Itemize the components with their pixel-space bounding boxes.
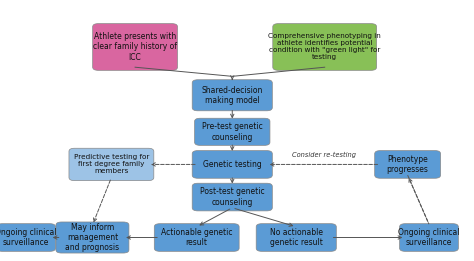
FancyBboxPatch shape (154, 224, 239, 251)
FancyBboxPatch shape (273, 24, 376, 70)
Text: May inform
management
and prognosis: May inform management and prognosis (65, 223, 119, 252)
Text: Comprehensive phenotyping in
athlete identifies potential
condition with "green : Comprehensive phenotyping in athlete ide… (268, 33, 381, 61)
Text: Actionable genetic
result: Actionable genetic result (161, 228, 232, 247)
Text: Phenotype
progresses: Phenotype progresses (387, 155, 428, 174)
Text: Genetic testing: Genetic testing (203, 160, 262, 169)
Text: Athlete presents with
clear family history of
ICC: Athlete presents with clear family histo… (93, 32, 177, 62)
FancyBboxPatch shape (56, 222, 129, 253)
FancyBboxPatch shape (192, 183, 272, 211)
FancyBboxPatch shape (256, 224, 336, 251)
Text: Ongoing clinical
surveillance: Ongoing clinical surveillance (0, 228, 57, 247)
Text: Predictive testing for
first degree family
members: Predictive testing for first degree fami… (73, 155, 149, 174)
FancyBboxPatch shape (192, 80, 272, 111)
FancyBboxPatch shape (192, 151, 272, 178)
FancyBboxPatch shape (400, 224, 458, 251)
Text: Consider re-testing: Consider re-testing (292, 152, 356, 158)
Text: Shared-decision
making model: Shared-decision making model (201, 86, 263, 105)
FancyBboxPatch shape (194, 118, 270, 145)
Text: Pre-test genetic
counseling: Pre-test genetic counseling (202, 122, 263, 141)
FancyBboxPatch shape (92, 24, 177, 70)
FancyBboxPatch shape (0, 224, 55, 251)
Text: Ongoing clinical
surveillance: Ongoing clinical surveillance (398, 228, 460, 247)
FancyBboxPatch shape (69, 148, 154, 181)
FancyBboxPatch shape (374, 151, 440, 178)
Text: Post-test genetic
counseling: Post-test genetic counseling (200, 187, 264, 207)
Text: No actionable
genetic result: No actionable genetic result (270, 228, 323, 247)
